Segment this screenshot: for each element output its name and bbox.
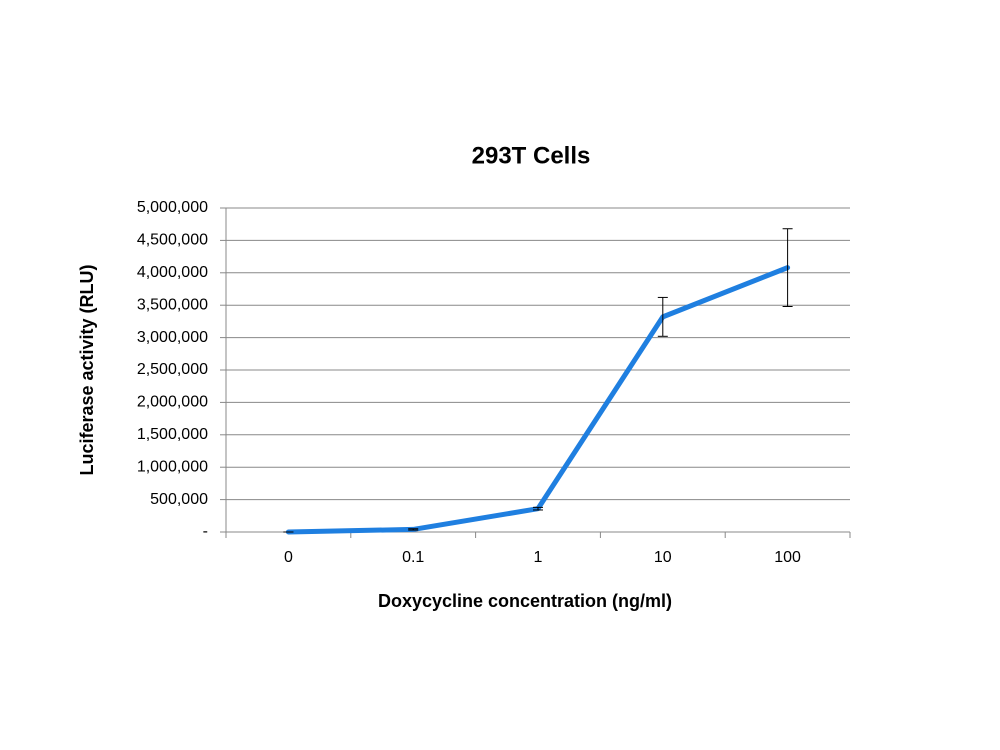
y-tick-label: 2,500,000 — [137, 361, 208, 378]
y-tick-label: - — [203, 523, 208, 540]
chart-title: 293T Cells — [472, 142, 591, 169]
error-bar — [657, 296, 668, 337]
x-tick-label: 1 — [534, 549, 543, 566]
y-tick-label: 4,000,000 — [137, 264, 208, 281]
x-tick-label: 100 — [774, 549, 801, 566]
y-tick-label: 5,000,000 — [137, 199, 208, 216]
y-tick-label: 1,000,000 — [137, 458, 208, 475]
error-bar — [782, 228, 793, 307]
x-tick-label: 10 — [654, 549, 672, 566]
y-tick-label: 4,500,000 — [137, 232, 208, 249]
y-tick-label: 500,000 — [150, 491, 208, 508]
data-line — [285, 265, 791, 535]
y-tick-label: 2,000,000 — [137, 394, 208, 411]
y-axis-label: Luciferase activity (RLU) — [77, 264, 97, 475]
x-axis-label: Doxycycline concentration (ng/ml) — [378, 591, 672, 611]
y-tick-label: 1,500,000 — [137, 426, 208, 443]
y-tick-label: 3,500,000 — [137, 296, 208, 313]
error-bar — [408, 528, 419, 531]
error-bar — [533, 506, 543, 511]
y-tick-label: 3,000,000 — [137, 329, 208, 346]
x-tick-label: 0.1 — [402, 549, 424, 566]
x-tick-label: 0 — [284, 549, 293, 566]
